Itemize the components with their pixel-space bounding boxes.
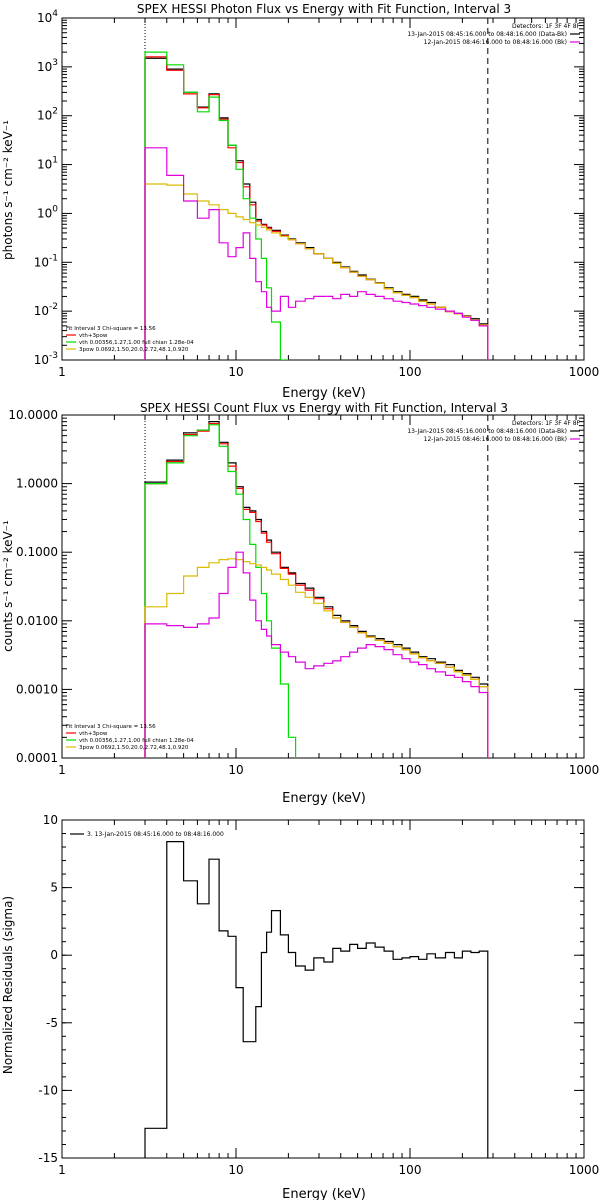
y-axis-label: Normalized Residuals (sigma): [1, 896, 15, 1074]
panel-title: SPEX HESSI Photon Flux vs Energy with Fi…: [137, 2, 511, 16]
x-axis-label: Energy (keV): [282, 1187, 366, 1200]
panel-title: SPEX HESSI Count Flux vs Energy with Fit…: [140, 401, 508, 415]
series-line-1: [144, 56, 489, 360]
legend-entry: Detectors: 1F 3F 4F 8F: [512, 23, 581, 30]
series-line-0: [144, 841, 489, 1158]
legend-entry: vth+3pow: [79, 731, 108, 737]
x-tick-label: 10: [228, 365, 243, 379]
x-axis-label: Energy (keV): [282, 791, 366, 806]
residuals-panel: Energy (keV) Normalized Residuals (sigma…: [1, 813, 599, 1200]
photon-flux-panel: SPEX HESSI Photon Flux vs Energy with Fi…: [1, 2, 599, 401]
legend-entry: 12-Jan-2015 08:46:16.000 to 08:48:16.000…: [424, 39, 567, 46]
series-line-3: [144, 558, 489, 758]
y-tick-label: 10-3: [34, 351, 58, 367]
y-tick-label: 101: [37, 156, 58, 172]
series-line-2: [144, 424, 297, 758]
series-line-0: [144, 57, 489, 360]
x-tick-label: 10: [228, 1163, 243, 1177]
count-flux-panel: SPEX HESSI Count Flux vs Energy with Fit…: [1, 401, 599, 806]
x-tick-label: 1: [58, 1163, 66, 1177]
legend-entry: 3pow 0.0692,1.50,20.0,2.72,48.1,0.920: [79, 347, 189, 353]
legend-entry: vth+3pow: [79, 333, 108, 339]
y-tick-label: -15: [38, 1151, 58, 1165]
legend-entry: Fit Interval 3 Chi-square = 13.56: [66, 724, 156, 730]
legend-entry: Detectors: 1F 3F 4F 8F: [512, 420, 581, 427]
series-line-4: [144, 551, 489, 758]
x-tick-label: 100: [399, 1163, 422, 1177]
legend-entry: Fit Interval 3 Chi-square = 13.56: [66, 326, 156, 332]
y-tick-label: 0.0100: [16, 614, 58, 628]
series-line-1: [144, 423, 489, 758]
y-tick-label: 103: [37, 58, 58, 74]
x-axis-label: Energy (keV): [282, 386, 366, 401]
legend-entry: vth 0.00356,1.27,1.00 full chian 1.28e-0…: [79, 340, 194, 346]
y-tick-label: 100: [37, 204, 58, 220]
legend-entry: 13-Jan-2015 08:45:16.000 to 08:48:16.000…: [407, 31, 567, 38]
legend-entry: 13-Jan-2015 08:45:16.000 to 08:48:16.000…: [407, 428, 567, 435]
y-tick-label: 10: [43, 813, 58, 827]
x-tick-label: 1: [58, 365, 66, 379]
x-tick-label: 1000: [569, 763, 600, 777]
x-tick-label: 100: [399, 763, 422, 777]
y-tick-label: 102: [37, 107, 58, 123]
legend-entry: 3pow 0.0692,1.50,20.0,2.72,48.1,0.920: [79, 745, 189, 751]
y-tick-label: 0.0001: [16, 751, 58, 765]
plot-frame: [61, 819, 585, 1159]
y-tick-label: 5: [50, 881, 58, 895]
y-tick-label: 10-2: [34, 302, 58, 318]
series-line-3: [144, 183, 489, 360]
x-tick-label: 100: [399, 365, 422, 379]
y-tick-label: -10: [38, 1083, 58, 1097]
plot-frame: [61, 17, 585, 361]
y-tick-label: 10-1: [34, 253, 58, 269]
series-line-4: [144, 147, 489, 360]
y-tick-label: 0.0010: [16, 682, 58, 696]
legend-entry: vth 0.00356,1.27,1.00 full chian 1.28e-0…: [79, 738, 194, 744]
series-line-0: [144, 421, 489, 758]
y-axis-label: counts s⁻¹ cm⁻² keV⁻¹: [1, 520, 15, 652]
plot-frame: [61, 414, 585, 759]
x-tick-label: 1: [58, 763, 66, 777]
legend-entry: 3. 13-Jan-2015 08:45:16.000 to 08:48:16.…: [87, 831, 224, 838]
x-tick-label: 10: [228, 763, 243, 777]
series-line-2: [144, 51, 289, 360]
x-tick-label: 1000: [569, 1163, 600, 1177]
y-tick-label: 10.0000: [8, 408, 58, 422]
x-tick-label: 1000: [569, 365, 600, 379]
legend-entry: 12-Jan-2015 08:46:16.000 to 08:48:16.000…: [424, 436, 567, 443]
y-tick-label: 1.0000: [16, 477, 58, 491]
y-tick-label: -5: [46, 1016, 58, 1030]
y-tick-label: 0.1000: [16, 545, 58, 559]
y-axis-label: photons s⁻¹ cm⁻² keV⁻¹: [1, 120, 15, 260]
y-tick-label: 0: [50, 948, 58, 962]
y-tick-label: 104: [37, 9, 58, 25]
